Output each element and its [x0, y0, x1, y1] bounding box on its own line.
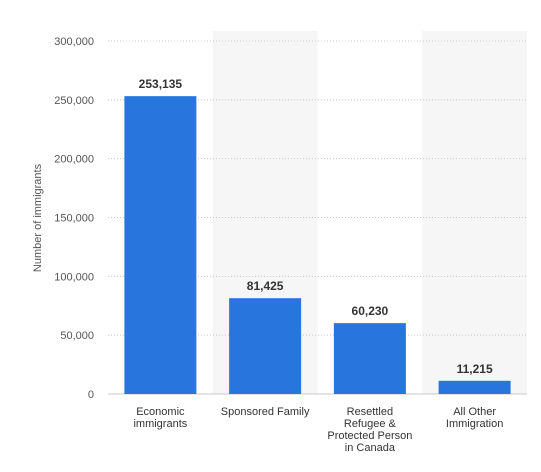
bar[interactable] — [333, 323, 406, 394]
bar[interactable] — [438, 380, 511, 394]
bars — [124, 96, 511, 395]
x-tick-label-line: Economic — [136, 406, 185, 418]
x-tick-label-line: Refugee & — [344, 418, 397, 430]
y-tick-label: 100,000 — [54, 271, 94, 283]
data-label: 60,230 — [352, 304, 389, 318]
x-tick-label-line: All Other — [453, 406, 496, 418]
x-tick-label-line: Protected Person — [327, 430, 412, 442]
data-label: 253,135 — [139, 77, 183, 91]
data-label: 11,215 — [457, 362, 493, 376]
x-tick-label: Resettled Refugee & Protected Person in Can… — [327, 406, 412, 454]
data-labels: 253,135 81,425 60,230 11,215 — [139, 77, 493, 376]
x-tick-label-line: Resettled — [347, 406, 393, 418]
y-tick-label: 0 — [88, 389, 94, 401]
x-axis-labels: Economic immigrants Sponsored Family Resett… — [133, 406, 503, 454]
x-tick-label-line: Immigration — [446, 418, 503, 430]
x-tick-label: Sponsored Family — [221, 406, 310, 418]
x-tick-label-line: immigrants — [133, 418, 187, 430]
x-tick-label-line: in Canada — [345, 442, 396, 454]
column-band — [422, 31, 527, 394]
y-tick-label: 300,000 — [54, 36, 94, 48]
y-tick-label: 200,000 — [54, 154, 94, 166]
x-tick-label-line: Sponsored Family — [221, 406, 310, 418]
y-tick-label: 50,000 — [60, 330, 94, 342]
bar[interactable] — [229, 298, 302, 394]
bar[interactable] — [124, 96, 197, 395]
x-tick-label: Economic immigrants — [133, 406, 187, 430]
y-axis-title: Number of immigrants — [32, 163, 44, 272]
y-tick-label: 150,000 — [54, 213, 94, 225]
data-label: 81,425 — [247, 279, 284, 293]
y-tick-label: 250,000 — [54, 95, 94, 107]
y-axis-ticks: 0 50,000 100,000 150,000 200,000 250,000 300,0… — [54, 36, 94, 401]
x-tick-label: All Other Immigration — [446, 406, 503, 430]
